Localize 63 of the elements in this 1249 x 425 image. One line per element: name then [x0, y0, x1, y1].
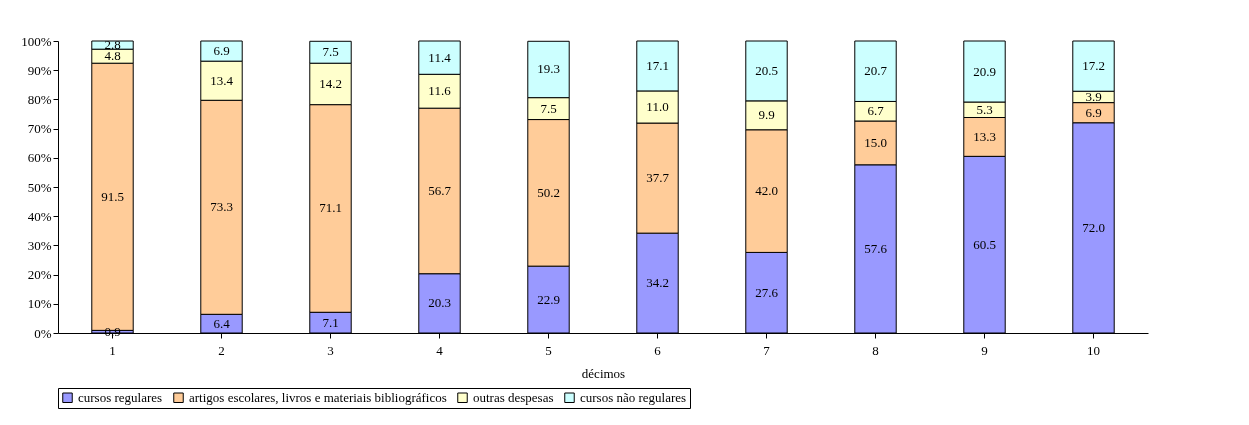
data-label: 3.9: [1085, 88, 1102, 104]
x-tick-label: 1: [109, 342, 116, 358]
data-label: 6.9: [213, 43, 230, 59]
data-label: 56.7: [428, 182, 452, 198]
y-tick-label: 30%: [27, 237, 52, 253]
data-label: 15.0: [864, 134, 887, 150]
data-label: 37.7: [646, 170, 670, 186]
data-label: 20.3: [428, 295, 451, 311]
data-label: 7.5: [540, 100, 557, 116]
x-tick-label: 10: [1087, 342, 1100, 358]
data-label: 57.6: [864, 240, 888, 256]
y-tick-label: 10%: [27, 296, 52, 312]
data-label: 14.2: [319, 75, 342, 91]
y-tick-label: 40%: [27, 208, 52, 224]
y-tick-label: 100%: [21, 33, 52, 49]
data-label: 91.5: [101, 188, 124, 204]
y-tick-label: 90%: [27, 62, 52, 78]
data-label: 42.0: [755, 183, 778, 199]
x-tick-label: 7: [763, 342, 771, 358]
data-label: 50.2: [537, 184, 560, 200]
data-label: 6.9: [1085, 104, 1102, 120]
y-tick-label: 50%: [27, 179, 52, 195]
data-label: 20.5: [755, 62, 778, 78]
y-tick-label: 70%: [27, 121, 52, 137]
data-label: 20.9: [973, 63, 996, 79]
x-tick-label: 4: [436, 342, 444, 358]
data-label: 73.3: [210, 199, 233, 215]
x-tick-label: 9: [981, 342, 988, 358]
data-label: 5.3: [976, 101, 993, 117]
data-label: 60.5: [973, 236, 996, 252]
x-tick-label: 6: [654, 342, 662, 358]
x-axis-title: décimos: [581, 365, 626, 381]
data-label: 11.0: [646, 98, 669, 114]
y-tick-label: 80%: [27, 91, 52, 107]
data-label: 72.0: [1082, 219, 1105, 235]
data-label: 19.3: [537, 61, 560, 77]
y-tick-label: 20%: [27, 267, 52, 283]
y-tick-label: 0%: [34, 325, 52, 341]
data-label: 22.9: [537, 291, 560, 307]
data-label: 7.1: [322, 314, 339, 330]
legend-label: cursos não regulares: [580, 389, 687, 405]
x-tick-label: 2: [218, 342, 225, 358]
data-label: 13.3: [973, 128, 996, 144]
legend-label: cursos regulares: [78, 389, 163, 405]
x-tick-label: 3: [327, 342, 334, 358]
data-label: 20.7: [864, 63, 888, 79]
data-label: 6.7: [867, 103, 885, 119]
data-label: 9.9: [758, 107, 775, 123]
data-label: 27.6: [755, 284, 779, 300]
x-tick-label: 8: [872, 342, 879, 358]
data-label: 6.4: [213, 315, 231, 331]
data-label: 7.5: [322, 44, 339, 60]
data-label: 17.2: [1082, 58, 1105, 74]
y-tick-label: 60%: [27, 150, 52, 166]
legend-label: outras despesas: [473, 389, 554, 405]
data-label: 13.4: [210, 72, 234, 88]
data-label: 71.1: [319, 200, 342, 216]
data-label: 17.1: [646, 57, 669, 73]
data-label: 34.2: [646, 275, 669, 291]
data-label: 11.4: [428, 49, 452, 65]
x-tick-label: 5: [545, 342, 552, 358]
legend-label: artigos escolares, livros e materiais bibliográficos: [189, 389, 447, 405]
data-label: 11.6: [428, 83, 452, 99]
